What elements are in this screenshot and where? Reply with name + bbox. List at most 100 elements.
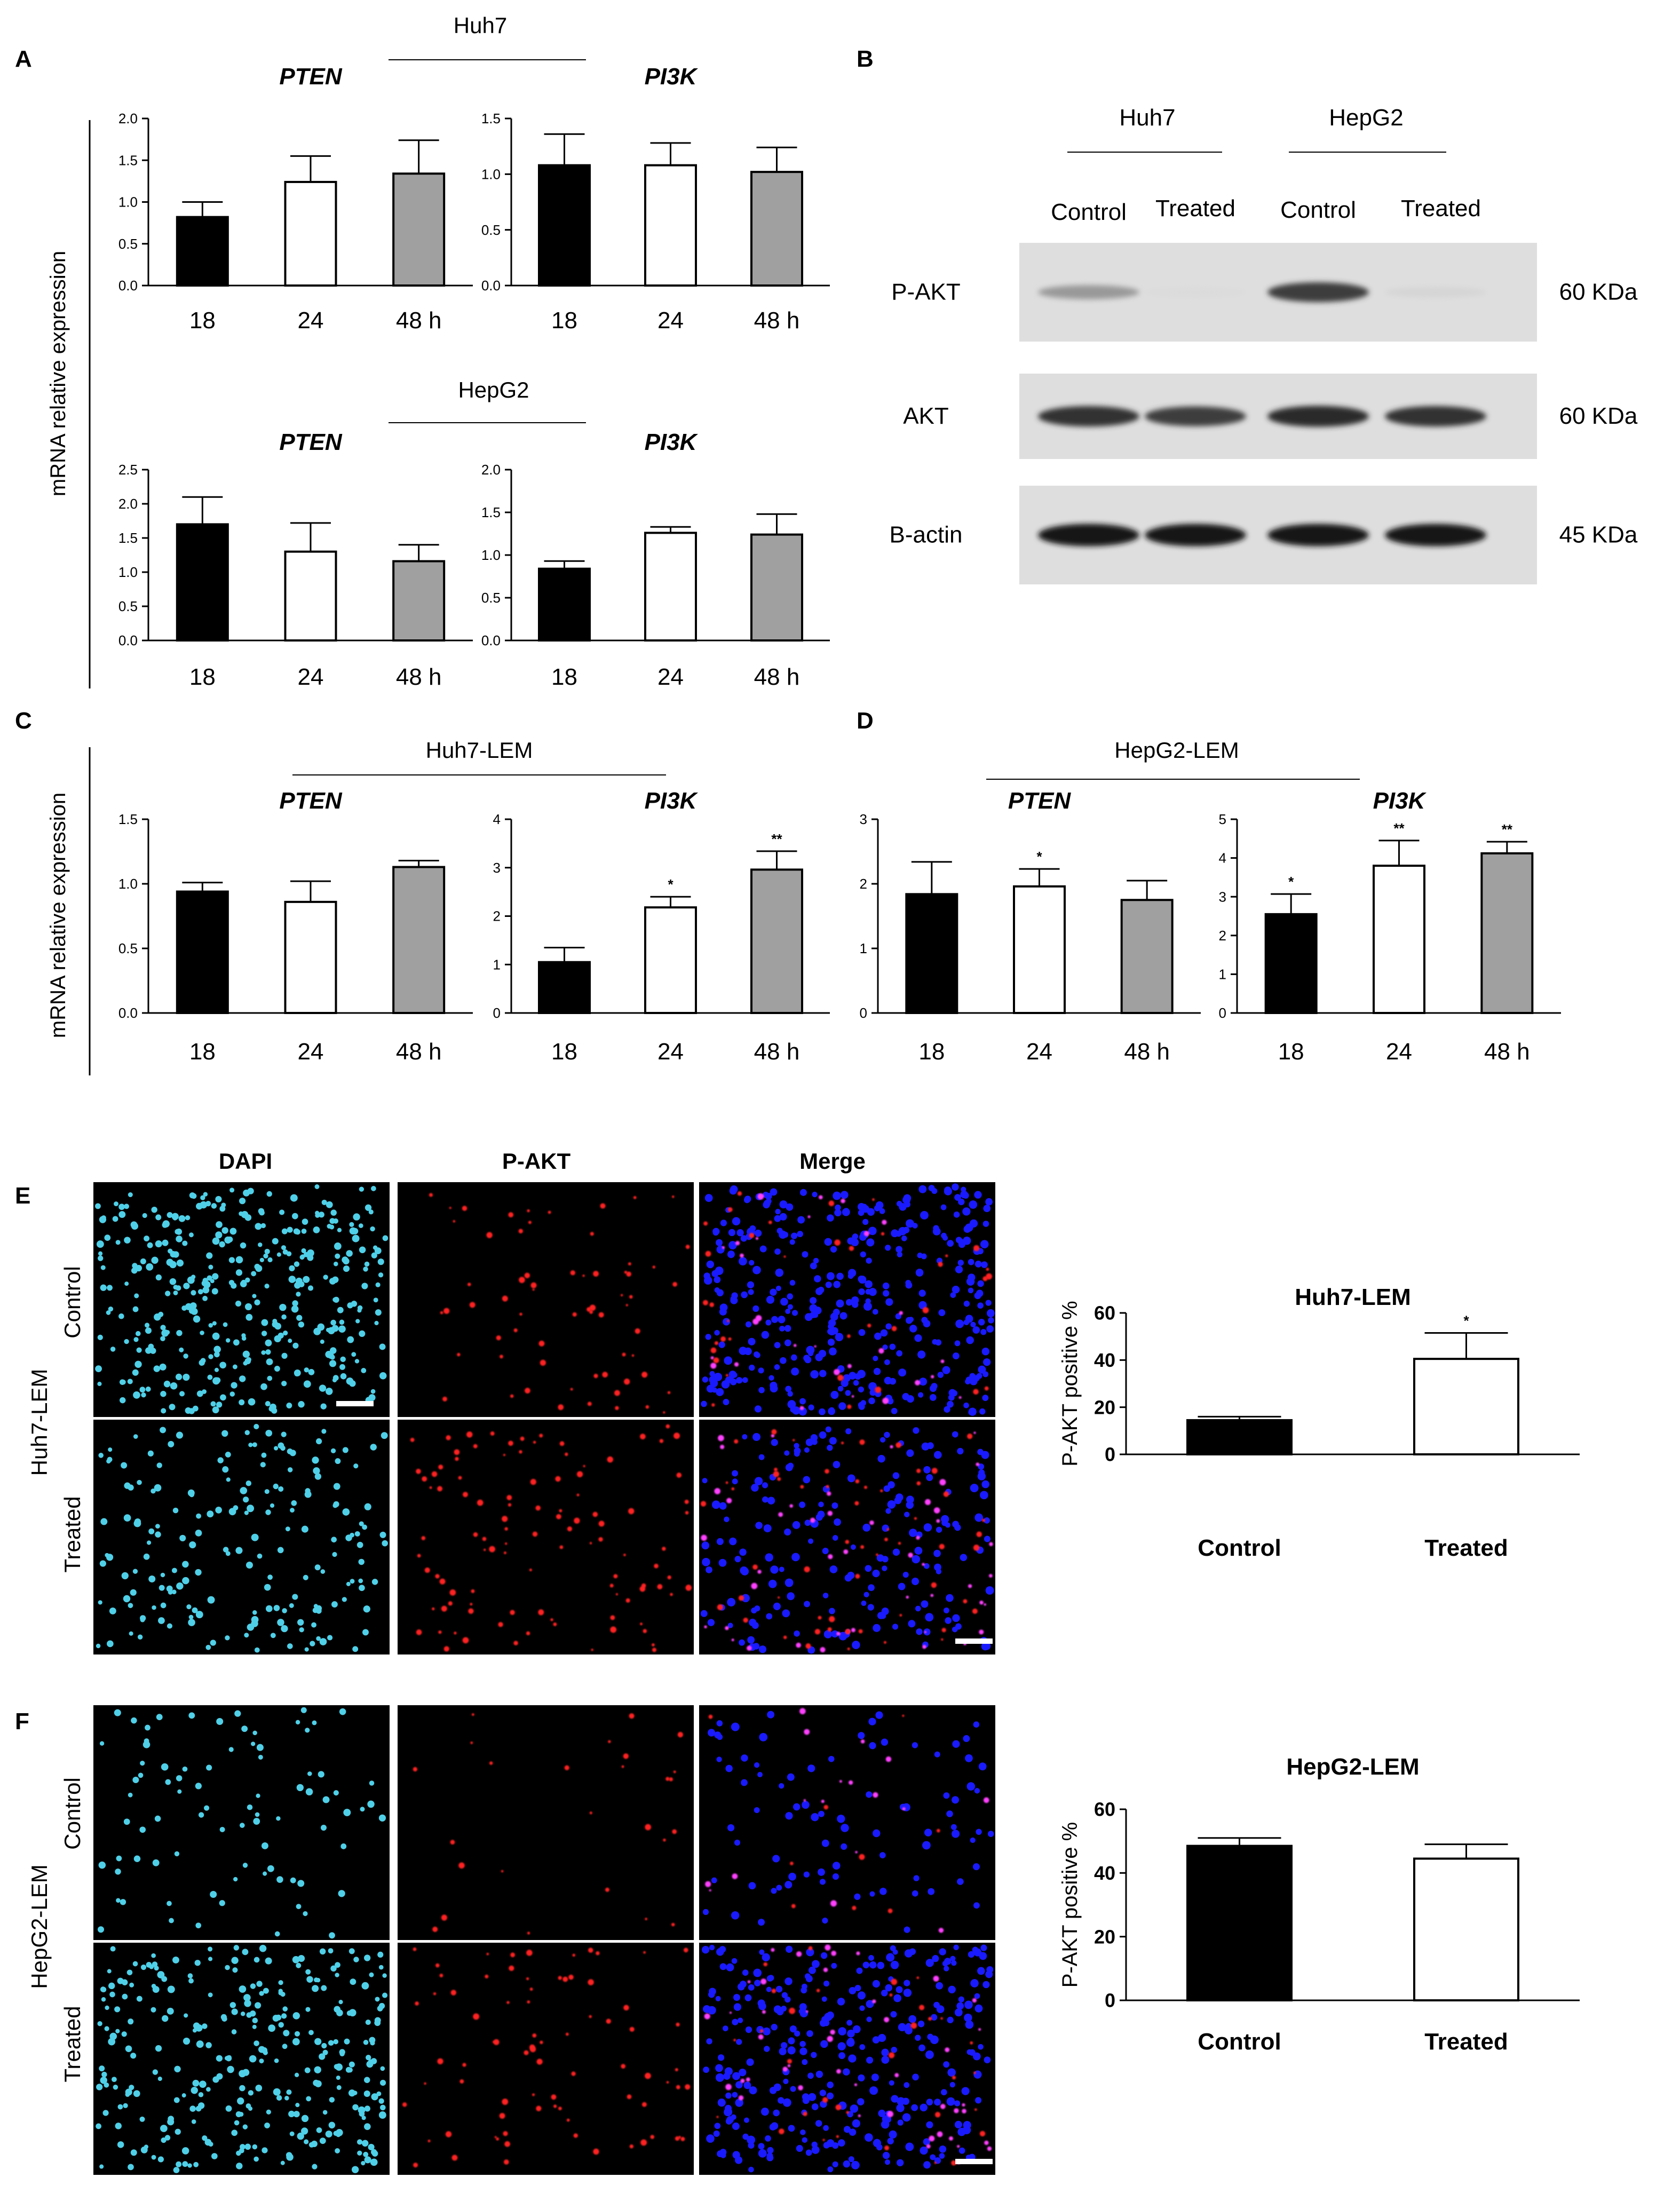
nucleus — [873, 1367, 881, 1375]
nucleus — [791, 1310, 798, 1316]
nucleus — [702, 1909, 709, 1915]
nucleus — [225, 1451, 231, 1458]
nucleus — [729, 1537, 737, 1546]
nucleus — [377, 2005, 383, 2012]
pakt-signal — [968, 1584, 972, 1588]
nucleus — [265, 1401, 271, 1407]
nucleus — [887, 1500, 896, 1509]
y-axis-label: P-AKT positive % — [1058, 1822, 1082, 1988]
nucleus — [809, 1304, 818, 1312]
nucleus — [127, 1379, 133, 1384]
pakt-signal — [498, 1622, 503, 1627]
nucleus — [231, 1957, 239, 1964]
pakt-signal — [796, 1951, 802, 1957]
nucleus — [962, 2126, 971, 2134]
pakt-signal — [860, 1545, 865, 1549]
pakt-signal — [773, 1471, 780, 1477]
nucleus — [197, 1289, 203, 1295]
pakt-signal — [734, 1362, 739, 1367]
pakt-signal — [680, 2136, 685, 2141]
nucleus — [931, 2014, 938, 2021]
nucleus — [146, 1540, 152, 1545]
nucleus — [836, 1299, 844, 1308]
pakt-signal — [916, 1535, 920, 1540]
nucleus — [974, 1191, 982, 1199]
nucleus — [150, 1489, 156, 1494]
nucleus — [133, 1391, 140, 1399]
nucleus — [200, 1331, 204, 1335]
pakt-signal — [506, 1495, 512, 1500]
nucleus — [299, 1627, 304, 1633]
nucleus — [233, 1339, 240, 1346]
pakt-signal — [685, 1511, 689, 1515]
nucleus — [358, 1558, 364, 1565]
nucleus — [322, 2049, 328, 2055]
nucleus — [287, 1643, 293, 1649]
nucleus — [330, 1347, 337, 1354]
nucleus — [823, 2142, 830, 2149]
nucleus — [724, 2108, 732, 2116]
y-tick-label: 1.0 — [481, 547, 501, 563]
pakt-signal — [818, 1195, 823, 1200]
nucleus — [918, 1185, 927, 1193]
chart-title: PTEN — [279, 788, 343, 814]
nucleus — [364, 1954, 371, 1961]
nucleus — [99, 1560, 106, 1567]
nucleus — [192, 1607, 198, 1613]
if-tile-bg — [398, 1420, 694, 1654]
nucleus — [976, 1289, 984, 1297]
nucleus — [305, 1969, 311, 1975]
pakt-signal — [503, 1551, 506, 1555]
nucleus — [132, 1369, 139, 1376]
nucleus — [207, 1596, 215, 1604]
nucleus — [160, 1572, 165, 1578]
nucleus — [304, 1491, 312, 1498]
nucleus — [788, 1872, 796, 1881]
nucleus — [148, 1528, 155, 1534]
nucleus — [787, 1592, 795, 1601]
pakt-signal — [446, 1435, 451, 1440]
pakt-signal — [565, 2032, 569, 2036]
pakt-signal — [639, 1622, 643, 1626]
nucleus — [918, 2044, 925, 2052]
nucleus — [176, 1775, 183, 1782]
nucleus — [818, 1810, 825, 1817]
nucleus — [199, 2080, 207, 2088]
nucleus — [297, 1880, 305, 1887]
nucleus — [245, 1562, 253, 1569]
nucleus — [952, 1431, 958, 1438]
pakt-signal — [843, 1549, 849, 1555]
nucleus — [265, 1509, 271, 1515]
nucleus — [182, 1240, 188, 1246]
nucleus — [159, 1585, 165, 1591]
nucleus — [898, 1368, 907, 1377]
nucleus — [742, 1969, 749, 1976]
nucleus — [273, 2088, 281, 2096]
nucleus — [826, 2092, 834, 2100]
pakt-signal — [939, 1543, 945, 1549]
nucleus — [872, 1829, 881, 1838]
nucleus — [882, 1344, 888, 1350]
bar-18 — [176, 216, 229, 287]
nucleus — [741, 1594, 750, 1603]
wb-group-huh7: Huh7 — [1119, 105, 1175, 131]
nucleus — [774, 1215, 781, 1222]
nucleus — [172, 1956, 179, 1964]
pakt-signal — [504, 1542, 508, 1545]
nucleus — [281, 1431, 287, 1437]
nucleus — [225, 1965, 230, 1970]
nucleus — [874, 1332, 882, 1340]
nucleus — [208, 1946, 213, 1952]
y-tick-label: 1.0 — [118, 564, 138, 580]
pakt-signal — [614, 1390, 620, 1396]
nucleus — [359, 1246, 366, 1254]
wb-row-AKT: AKT 60 KDa — [903, 374, 1638, 459]
nucleus — [911, 1578, 920, 1586]
nucleus — [157, 2076, 162, 2081]
nucleus — [248, 2090, 254, 2096]
nucleus — [155, 2045, 162, 2052]
nucleus — [917, 1392, 924, 1398]
nucleus — [858, 1276, 867, 1284]
nucleus — [268, 2024, 276, 2032]
